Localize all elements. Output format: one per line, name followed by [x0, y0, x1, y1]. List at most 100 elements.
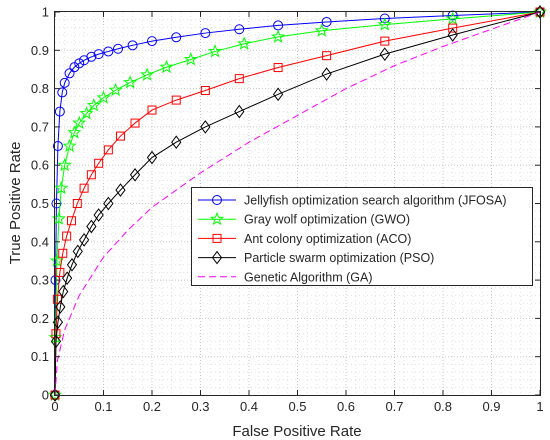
x-tick-label: 0.8 — [434, 399, 452, 414]
data-point — [86, 219, 97, 234]
data-point — [55, 267, 65, 277]
data-point — [130, 118, 140, 128]
data-point — [96, 90, 111, 104]
legend-label: Particle swarm optimization (PSO) — [244, 251, 434, 265]
legend-marker — [209, 211, 225, 226]
data-point — [103, 145, 113, 155]
data-point — [321, 67, 332, 81]
legend-label: Genetic Algorithm (GA) — [244, 270, 373, 284]
legend-entry: Jellyfish optimization search algorithm … — [198, 194, 507, 208]
y-tick-label: 0 — [42, 388, 49, 403]
data-point — [93, 208, 104, 222]
data-point — [379, 47, 390, 61]
data-point — [66, 257, 78, 272]
x-tick-label: 0.3 — [191, 399, 209, 414]
legend-entry: Gray wolf optimization (GWO) — [198, 211, 410, 227]
legend-entry: Genetic Algorithm (GA) — [198, 270, 373, 284]
data-point — [54, 180, 69, 195]
x-tick-label: 0 — [51, 399, 58, 414]
y-tick-label: 0.8 — [31, 81, 49, 96]
y-tick-label: 0.1 — [31, 349, 49, 364]
data-point — [93, 49, 104, 60]
series-line — [54, 11, 541, 396]
series-0 — [50, 7, 545, 400]
data-point — [272, 87, 284, 102]
data-point — [86, 98, 101, 112]
data-point — [67, 125, 82, 139]
data-point — [57, 87, 68, 98]
data-point — [147, 105, 157, 115]
data-point — [208, 44, 223, 58]
data-point — [314, 23, 329, 37]
data-point — [146, 150, 158, 165]
y-tick-label: 0.2 — [31, 311, 49, 326]
data-point — [51, 198, 62, 209]
legend-marker — [212, 233, 222, 243]
x-tick-label: 0.1 — [94, 399, 112, 414]
data-point — [271, 29, 286, 43]
y-tick-label: 0.3 — [31, 273, 49, 288]
y-tick-label: 0.7 — [31, 119, 49, 134]
x-tick-label: 0.2 — [143, 399, 161, 414]
data-point — [273, 63, 283, 73]
series-line — [54, 11, 541, 396]
data-point — [103, 196, 114, 211]
data-point — [59, 77, 70, 88]
data-point — [171, 95, 181, 105]
x-tick-label: 0.6 — [337, 399, 355, 414]
data-point — [62, 231, 72, 241]
data-point — [94, 158, 104, 168]
data-point — [72, 244, 83, 259]
series-line — [54, 11, 541, 396]
y-tick-label: 0.4 — [31, 234, 49, 249]
plot-frame — [54, 11, 541, 396]
data-point — [183, 52, 198, 66]
ticks: 0 0.1 0.2 0.3 0.4 0.5 0.6 0.7 0.8 0.9 1 0 0.1 0.2 0.3 0… — [31, 5, 544, 415]
data-point — [237, 36, 252, 50]
data-point — [55, 300, 66, 314]
data-point — [78, 233, 90, 247]
legend-label: Jellyfish optimization search algorithm … — [244, 194, 507, 208]
series-layer — [47, 4, 548, 402]
data-point — [447, 28, 458, 42]
data-point — [129, 167, 141, 182]
data-point — [49, 253, 64, 267]
data-point — [79, 183, 89, 193]
x-tick-label: 0.4 — [240, 399, 258, 414]
data-point — [113, 43, 124, 54]
legend-label: Ant colony optimization (ACO) — [244, 232, 411, 246]
y-tick-label: 0.9 — [31, 43, 49, 58]
data-point — [127, 40, 138, 51]
legend-entry: Particle swarm optimization (PSO) — [198, 250, 434, 265]
data-point — [448, 23, 458, 33]
data-point — [115, 131, 125, 141]
data-point — [140, 67, 155, 81]
data-point — [86, 51, 97, 62]
data-point — [447, 10, 458, 21]
data-point — [66, 216, 76, 226]
data-point — [234, 24, 245, 35]
x-tick-label: 0.7 — [385, 399, 403, 414]
data-point — [103, 46, 114, 57]
data-point — [108, 82, 123, 97]
data-point — [234, 74, 244, 84]
y-tick-label: 0.6 — [31, 158, 49, 173]
data-point — [171, 135, 182, 150]
data-point — [50, 334, 62, 349]
data-point — [200, 86, 210, 96]
series-1 — [47, 4, 548, 401]
data-point — [64, 68, 75, 79]
series-4 — [54, 11, 541, 396]
x-tick-label: 0.5 — [288, 399, 306, 414]
data-point — [79, 106, 94, 120]
data-point — [321, 16, 332, 27]
data-point — [58, 284, 69, 299]
data-point — [159, 59, 174, 74]
data-point — [115, 183, 126, 197]
y-tick-label: 1 — [42, 5, 49, 20]
legend-entry: Ant colony optimization (ACO) — [198, 232, 411, 246]
data-point — [86, 170, 96, 180]
data-point — [52, 141, 63, 152]
x-tick-label: 0.9 — [482, 399, 500, 414]
